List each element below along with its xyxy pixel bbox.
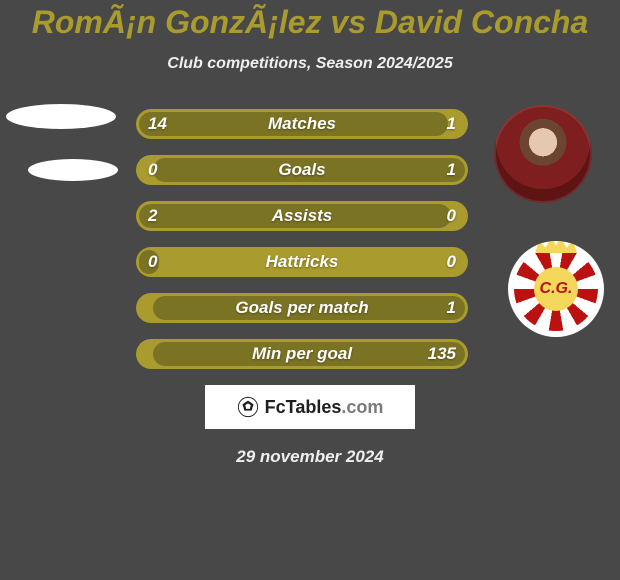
bar-label: Hattricks	[136, 247, 468, 277]
logo-text: FcTables.com	[265, 397, 384, 418]
snapshot-date: 29 november 2024	[0, 447, 620, 467]
bar-value-left: 0	[148, 247, 157, 277]
bar-value-right: 135	[428, 339, 456, 369]
logo-main: Tables	[286, 397, 342, 417]
bar-value-right: 1	[447, 109, 456, 139]
bar-value-right: 0	[447, 201, 456, 231]
club-avatar-left	[28, 159, 118, 181]
stats-area: C.G. Matches141Goals01Assists20Hattricks…	[0, 109, 620, 369]
soccer-ball-icon	[237, 396, 259, 418]
logo-box: FcTables.com	[205, 385, 415, 429]
page-title: RomÃ¡n GonzÃ¡lez vs David Concha	[0, 0, 620, 41]
logo-suffix: .com	[341, 397, 383, 417]
bar-value-left: 14	[148, 109, 167, 139]
comparison-bars: Matches141Goals01Assists20Hattricks00Goa…	[136, 109, 468, 369]
club-avatar-right: C.G.	[508, 241, 604, 337]
bar-value-left: 0	[148, 155, 157, 185]
stat-row: Goals0 1	[136, 155, 468, 185]
stat-row: Min per goal135	[136, 339, 468, 369]
bar-value-right: 1	[447, 293, 456, 323]
bar-label: Goals per match	[136, 293, 468, 323]
bar-label: Min per goal	[136, 339, 468, 369]
player-avatar-left	[6, 104, 116, 129]
bar-value-right: 0	[447, 247, 456, 277]
page-subtitle: Club competitions, Season 2024/2025	[0, 55, 620, 73]
stat-row: Goals per match1	[136, 293, 468, 323]
bar-label: Matches	[136, 109, 468, 139]
logo-prefix: Fc	[265, 397, 286, 417]
bar-value-left: 2	[148, 201, 157, 231]
bar-label: Assists	[136, 201, 468, 231]
bar-label: Goals	[136, 155, 468, 185]
club-badge-center: C.G.	[534, 267, 578, 311]
stat-row: Matches14 1	[136, 109, 468, 139]
player-avatar-right	[494, 105, 592, 203]
stat-row: Hattricks0 0	[136, 247, 468, 277]
crown-icon	[535, 241, 577, 253]
stat-row: Assists2 0	[136, 201, 468, 231]
bar-value-right: 1	[447, 155, 456, 185]
